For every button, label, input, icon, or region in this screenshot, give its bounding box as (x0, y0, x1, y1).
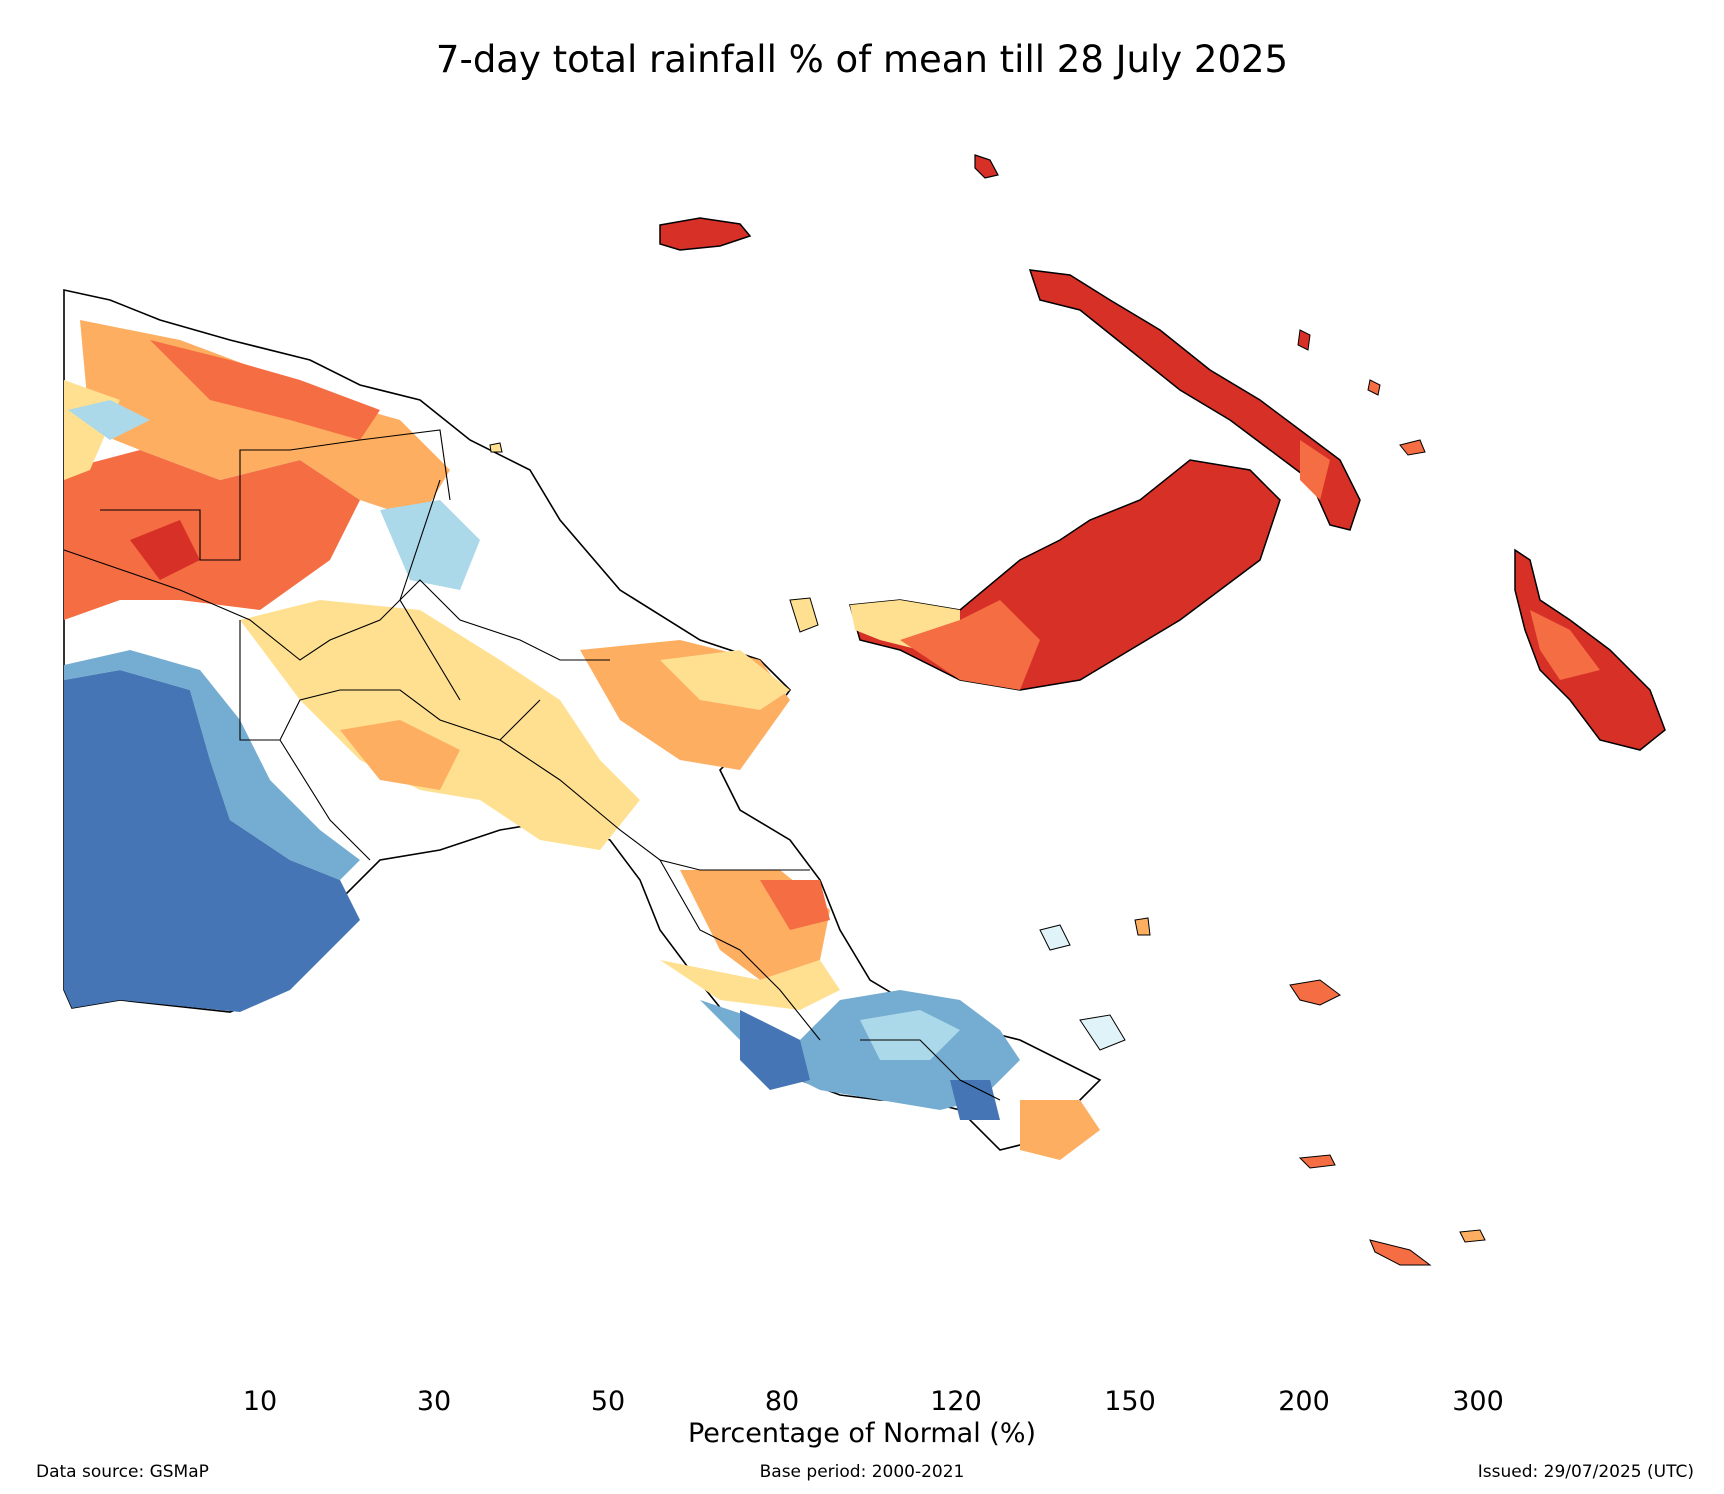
map-title: 7-day total rainfall % of mean till 28 J… (435, 38, 1289, 81)
region-gt300-se2 (950, 1080, 1000, 1120)
new-britain-outline (849, 459, 1281, 691)
legend-tick: 50 (590, 1386, 626, 1417)
new-ireland-10-30 (1300, 440, 1330, 500)
mussau-island (974, 154, 999, 179)
manus-island (659, 217, 752, 251)
region-30-50-north (80, 320, 450, 520)
bougainville-outline (1514, 548, 1666, 751)
region-50-80-east (660, 650, 790, 710)
legend-tick: 10 (242, 1386, 278, 1417)
bougainville (1514, 548, 1666, 751)
new-britain (849, 459, 1281, 691)
new-britain-10-30 (900, 600, 1040, 690)
legend-tick: 30 (416, 1386, 452, 1417)
legend-tick: 80 (764, 1386, 800, 1417)
legend-tick: 150 (1104, 1386, 1156, 1417)
new-ireland-outline (1028, 269, 1361, 531)
region-gt300-se (740, 1010, 810, 1090)
region-gt300-sw (64, 670, 360, 1012)
issued-date-note: Issued: 29/07/2025 (UTC) (1477, 1462, 1694, 1482)
legend-title: Percentage of Normal (%) (687, 1418, 1037, 1449)
legend-tick: 200 (1278, 1386, 1330, 1417)
region-10-30-nw (64, 450, 360, 620)
region-30-50-tip (1020, 1100, 1100, 1160)
region-30-50-highlands (340, 720, 460, 790)
legend-tick: 300 (1452, 1386, 1504, 1417)
region-50-80-papua (660, 960, 840, 1010)
region-10-30-north (150, 340, 380, 440)
data-source-note: Data source: GSMaP (36, 1462, 209, 1482)
mainland-region (63, 289, 1102, 1160)
region-150-200-north (68, 400, 150, 440)
province-boundaries (63, 429, 1001, 1101)
region-10-30-morobe (760, 880, 830, 930)
rainfall-map (63, 154, 1666, 1266)
region-200-300-sw (64, 650, 360, 880)
region-150-200-sepik (380, 500, 480, 590)
legend-tick: 120 (930, 1386, 982, 1417)
region-50-80-highlands (240, 600, 640, 850)
new-ireland (1028, 269, 1361, 531)
region-150-200-se (860, 1010, 960, 1060)
base-period-note: Base period: 2000-2021 (759, 1462, 965, 1482)
region-lt10-nw (130, 520, 200, 580)
small-islands (489, 329, 1486, 1266)
bougainville-10-30 (1530, 610, 1600, 680)
